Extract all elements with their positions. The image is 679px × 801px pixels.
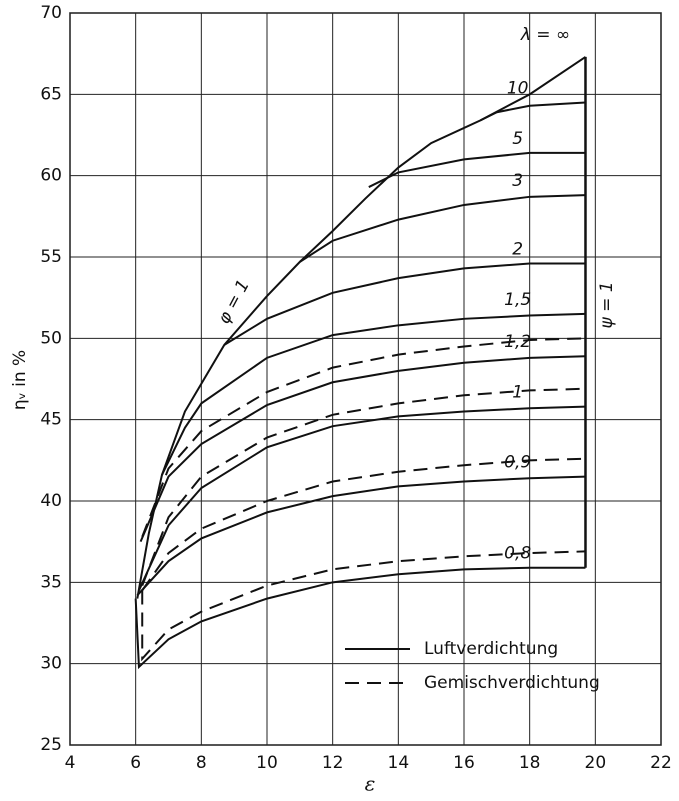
x-tick-label: 16 — [453, 753, 475, 773]
boundary-label: ψ = 1 — [597, 281, 617, 328]
curve — [161, 312, 586, 476]
x-tick-label: 10 — [256, 753, 278, 773]
x-tick-label: 6 — [130, 753, 141, 773]
y-tick-label: 35 — [40, 572, 62, 592]
y-axis-label: ηᵥ in % — [10, 350, 30, 410]
legend-label: Gemischverdichtung — [424, 673, 600, 693]
x-tick-label: 22 — [650, 753, 672, 773]
x-tick-label: 20 — [585, 753, 607, 773]
x-tick-label: 14 — [388, 753, 410, 773]
curve-label: 1 — [512, 383, 523, 403]
y-tick-label: 25 — [40, 735, 62, 755]
curve — [141, 550, 586, 662]
legend-label: Luftverdichtung — [424, 639, 558, 659]
y-tick-label: 50 — [40, 328, 62, 348]
y-tick-label: 40 — [40, 491, 62, 511]
y-tick-label: 30 — [40, 654, 62, 674]
x-tick-label: 4 — [65, 753, 76, 773]
envelope-label: φ = 1 — [214, 277, 254, 328]
curve — [139, 355, 586, 543]
x-tick-label: 18 — [519, 753, 541, 773]
x-tick-label: 8 — [196, 753, 207, 773]
plot-frame — [69, 12, 662, 746]
curve — [136, 56, 587, 599]
y-tick-label: 70 — [40, 3, 62, 23]
curve — [368, 151, 586, 188]
x-tick-label: 12 — [322, 753, 344, 773]
curve-label: 1,5 — [504, 290, 531, 310]
curve-label: 10 — [507, 78, 529, 98]
curve — [138, 405, 586, 591]
curve-label: 0,9 — [504, 453, 531, 473]
curve — [479, 101, 586, 122]
y-tick-label: 65 — [40, 84, 62, 104]
curve-label: 3 — [512, 171, 523, 191]
curve-label: 2 — [512, 240, 523, 260]
y-tick-label: 60 — [40, 166, 62, 186]
curve-label: λ = ∞ — [520, 25, 570, 45]
curve — [141, 337, 586, 538]
x-axis-label: ε — [365, 772, 376, 796]
y-tick-label: 55 — [40, 247, 62, 267]
curve — [136, 475, 586, 597]
curve — [299, 194, 586, 263]
curve — [223, 262, 586, 346]
curve — [141, 387, 586, 586]
curve — [141, 457, 586, 592]
y-tick-label: 45 — [40, 410, 62, 430]
curve-label: 5 — [512, 129, 523, 149]
curve-label: 1,2 — [504, 332, 531, 352]
curve — [134, 566, 586, 670]
